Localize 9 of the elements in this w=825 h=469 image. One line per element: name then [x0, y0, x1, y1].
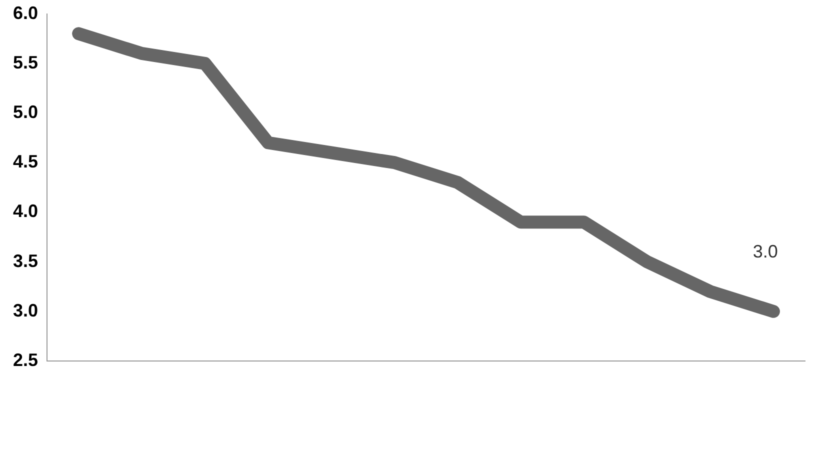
- y-tick-label: 4.0: [12, 201, 38, 222]
- y-tick-label: 2.5: [12, 350, 38, 370]
- y-tick-label: 5.5: [12, 52, 38, 72]
- y-tick-label: 3.0: [12, 300, 38, 320]
- y-tick-label: 5.0: [12, 102, 38, 122]
- data-label: 3.0: [752, 241, 778, 262]
- y-tick-label: 3.5: [12, 250, 38, 271]
- y-tick-label: 4.5: [12, 152, 38, 172]
- y-tick-label: 6.0: [12, 2, 38, 23]
